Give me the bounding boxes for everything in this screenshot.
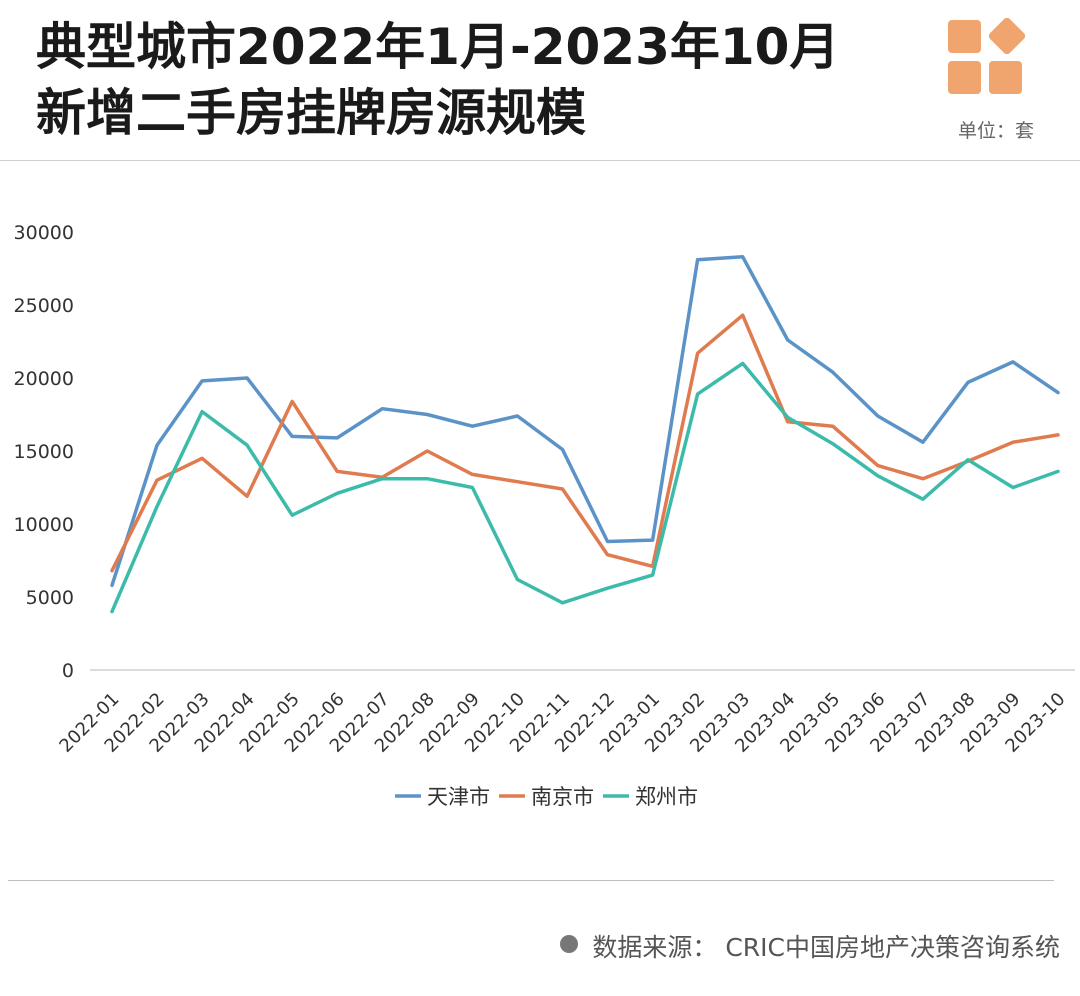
data-source-text: 数据来源： CRIC中国房地产决策咨询系统 — [592, 933, 1060, 962]
bullet-dot-icon — [560, 935, 579, 953]
legend-label: 郑州市 — [635, 785, 698, 809]
unit-label: 单位：套 — [957, 120, 1034, 142]
logo-square-bottom-right — [989, 61, 1022, 94]
logo-diamond-top-right — [988, 17, 1026, 55]
line-chart: 0 5000 10000 15000 20000 25000 30000 2022-0120… — [14, 222, 1075, 809]
legend-label: 天津市 — [427, 785, 490, 809]
series-lines — [110, 255, 1060, 614]
title-line-1: 典型城市2022年1月-2023年10月 — [36, 18, 840, 76]
four-squares-logo-icon — [948, 17, 1026, 94]
legend: 天津市 南京市 郑州市 — [395, 785, 698, 809]
x-axis: 2022-012022-022022-032022-042022-052022-… — [55, 689, 1069, 757]
page-title: 典型城市2022年1月-2023年10月 新增二手房挂牌房源规模 — [36, 14, 839, 146]
y-tick-label: 20000 — [14, 368, 74, 390]
series-line-2 — [110, 313, 1060, 573]
y-tick-label: 0 — [62, 660, 74, 682]
legend-label: 南京市 — [531, 785, 594, 809]
title-line-2: 新增二手房挂牌房源规模 — [36, 84, 586, 142]
y-tick-label: 10000 — [14, 514, 74, 536]
y-tick-label: 5000 — [26, 587, 74, 609]
footer-divider — [8, 880, 1054, 881]
y-tick-label: 15000 — [14, 441, 74, 463]
data-source: 数据来源： CRIC中国房地产决策咨询系统 — [560, 928, 1060, 964]
y-tick-label: 25000 — [14, 295, 74, 317]
header-divider — [0, 160, 1080, 161]
series-line-3 — [110, 361, 1060, 614]
logo-square-bottom-left — [948, 61, 981, 94]
logo-square-top-left — [948, 20, 981, 53]
series-line-1 — [110, 255, 1060, 588]
y-tick-label: 30000 — [14, 222, 74, 244]
y-axis: 0 5000 10000 15000 20000 25000 30000 — [14, 222, 74, 682]
